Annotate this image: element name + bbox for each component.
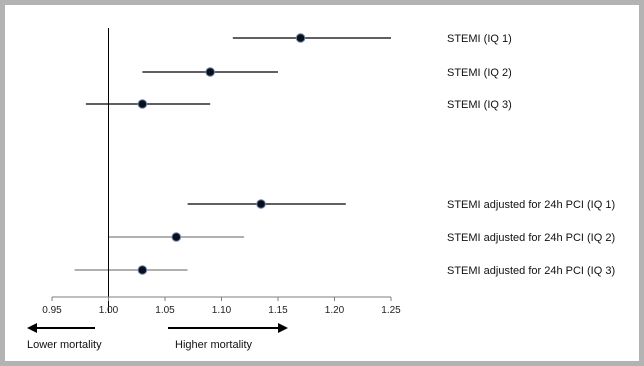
row-labels: STEMI (IQ 1) STEMI (IQ 2) STEMI (IQ 3) STEM… bbox=[447, 33, 615, 277]
row-label: STEMI adjusted for 24h PCI (IQ 3) bbox=[447, 265, 615, 277]
point-estimate bbox=[295, 33, 306, 43]
point-estimates bbox=[137, 33, 306, 275]
row-label: STEMI adjusted for 24h PCI (IQ 1) bbox=[447, 199, 615, 211]
x-tick-label: 1.20 bbox=[325, 305, 345, 316]
higher-mortality-arrowhead bbox=[278, 323, 288, 333]
point-estimate bbox=[256, 199, 266, 209]
point-estimate bbox=[137, 265, 148, 275]
x-tick-label: 1.25 bbox=[381, 305, 401, 316]
x-tick-label: 1.10 bbox=[212, 305, 232, 316]
x-axis-ticks: 0.95 1.00 1.05 1.10 1.15 1.20 1.25 bbox=[42, 297, 401, 316]
lower-mortality-arrowhead bbox=[27, 323, 37, 333]
direction-arrows: Lower mortality Higher mortality bbox=[27, 323, 288, 351]
lower-mortality-label: Lower mortality bbox=[27, 339, 102, 351]
point-estimate bbox=[171, 232, 182, 242]
higher-mortality-label: Higher mortality bbox=[175, 339, 253, 351]
x-tick-label: 1.00 bbox=[99, 305, 119, 316]
x-tick-label: 1.05 bbox=[155, 305, 175, 316]
row-label: STEMI (IQ 2) bbox=[447, 67, 512, 79]
row-label: STEMI (IQ 1) bbox=[447, 33, 512, 45]
x-tick-label: 0.95 bbox=[42, 305, 62, 316]
point-estimate bbox=[137, 99, 148, 109]
x-tick-label: 1.15 bbox=[268, 305, 288, 316]
confidence-intervals bbox=[74, 37, 391, 271]
point-estimate bbox=[205, 67, 215, 77]
row-label: STEMI (IQ 3) bbox=[447, 99, 512, 111]
row-label: STEMI adjusted for 24h PCI (IQ 2) bbox=[447, 232, 615, 244]
